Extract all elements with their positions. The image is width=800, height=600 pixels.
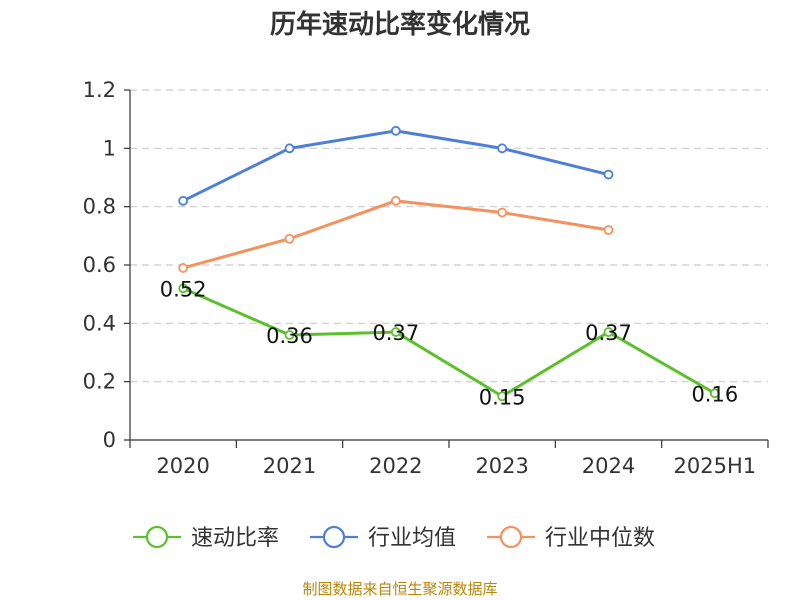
x-axis-tick-labels: 2020 2021 2022 2023 2024 2025H1 (156, 454, 756, 478)
data-point (709, 388, 720, 399)
legend-label: 速动比率 (191, 526, 279, 551)
data-point (390, 327, 401, 337)
y-tick-label: 0.2 (83, 370, 116, 394)
x-tick-label: 2023 (475, 454, 528, 478)
chart-title: 历年速动比率变化情况 (270, 9, 530, 40)
series-lines (182, 129, 716, 398)
data-point (178, 263, 189, 273)
data-labels: 0.52 0.36 0.37 0.15 0.37 0.16 (160, 277, 738, 409)
legend-marker (322, 525, 346, 549)
data-label: 0.52 (160, 277, 207, 301)
data-point (284, 233, 295, 244)
data-label: 0.15 (479, 385, 526, 409)
x-tick-label: 2020 (156, 454, 209, 478)
y-tick-label: 0.6 (83, 253, 116, 277)
data-point (497, 391, 508, 402)
data-point (603, 225, 614, 235)
y-axis-tick-labels: 0 0.2 0.4 0.6 0.8 1 1.2 (83, 78, 116, 452)
data-point (284, 330, 295, 340)
y-tick-label: 1 (103, 136, 116, 160)
axes (124, 89, 769, 448)
y-tick-label: 0.8 (83, 195, 116, 219)
series-line (182, 286, 716, 398)
series-points (178, 125, 720, 402)
x-tick-label: 2025H1 (674, 454, 757, 478)
data-point (178, 195, 189, 206)
data-point (390, 125, 401, 136)
grid-lines (130, 89, 768, 383)
y-tick-label: 1.2 (83, 78, 116, 102)
data-point (497, 143, 508, 154)
legend-item: 行业中位数 (487, 525, 655, 551)
y-tick-label: 0.4 (83, 311, 116, 335)
series-line (182, 129, 609, 203)
data-point (603, 327, 614, 337)
legend-label: 行业中位数 (545, 526, 655, 551)
data-label: 0.16 (691, 382, 738, 406)
data-point (178, 283, 189, 294)
legend-marker (499, 525, 523, 549)
data-label: 0.37 (372, 321, 419, 345)
legend: 速动比率 行业均值 行业中位数 (133, 525, 655, 551)
data-point (284, 143, 295, 154)
legend-marker (145, 525, 169, 549)
series-line (182, 199, 609, 270)
legend-label: 行业均值 (368, 526, 456, 551)
data-label: 0.37 (585, 321, 632, 345)
x-tick-label: 2021 (263, 454, 316, 478)
x-tick-label: 2022 (369, 454, 422, 478)
y-tick-label: 0 (103, 428, 116, 452)
legend-item: 速动比率 (133, 525, 279, 551)
x-tick-label: 2024 (582, 454, 635, 478)
legend-item: 行业均值 (310, 525, 456, 551)
data-point (390, 195, 401, 206)
data-point (497, 207, 508, 218)
source-note: 制图数据来自恒生聚源数据库 (302, 580, 497, 598)
data-label: 0.36 (266, 324, 313, 348)
data-point (603, 169, 614, 180)
